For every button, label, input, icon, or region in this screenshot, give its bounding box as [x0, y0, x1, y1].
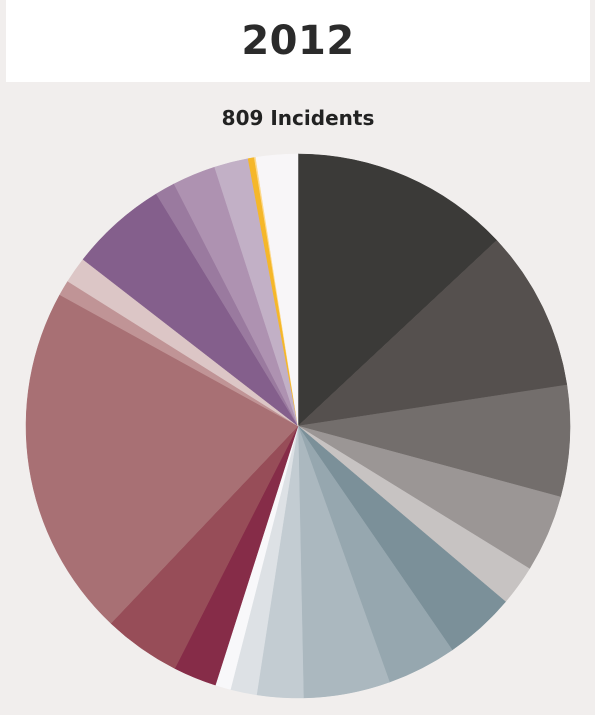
chart-panel: 809 Incidents: [6, 86, 590, 715]
pie-slice-23: [255, 153, 299, 427]
pie-chart: [25, 153, 571, 699]
pie-slice-2: [297, 239, 568, 427]
year-title: 2012: [241, 18, 355, 64]
header-bar: 2012: [6, 0, 590, 82]
pie-slice-3: [297, 384, 571, 498]
chart-subtitle: 809 Incidents: [221, 106, 375, 130]
pie-slice-14: [25, 294, 299, 624]
pie-slice-1: [297, 153, 498, 427]
